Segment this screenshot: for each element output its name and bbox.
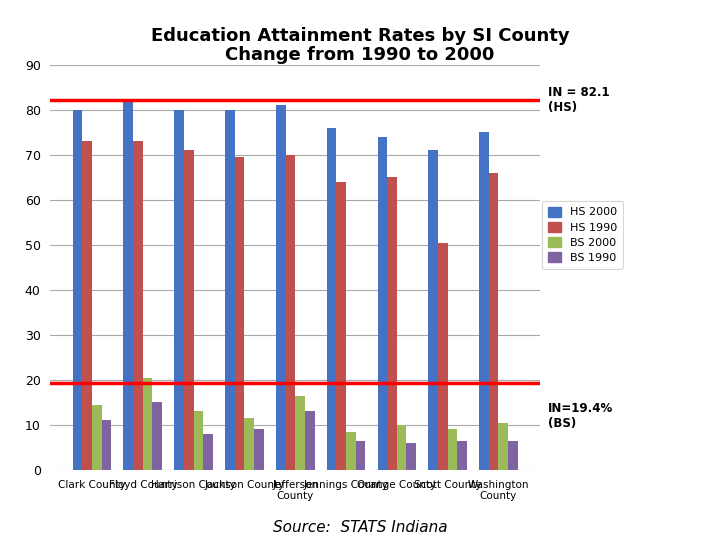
Bar	[377, 137, 387, 470]
Legend: HS 2000, HS 1990, BS 2000, BS 1990: HS 2000, HS 1990, BS 2000, BS 1990	[542, 201, 623, 269]
Bar	[448, 429, 457, 470]
Bar	[387, 177, 397, 470]
Bar	[153, 402, 162, 470]
Text: Source:  STATS Indiana: Source: STATS Indiana	[273, 519, 447, 535]
Bar	[327, 128, 336, 470]
Bar	[133, 141, 143, 470]
Bar	[428, 150, 438, 470]
Bar	[235, 157, 244, 470]
Bar	[498, 422, 508, 470]
Bar	[244, 418, 254, 470]
Bar	[305, 411, 315, 470]
Bar	[174, 110, 184, 470]
Text: IN = 82.1
(HS): IN = 82.1 (HS)	[549, 86, 610, 114]
Bar	[479, 132, 489, 470]
Bar	[73, 110, 82, 470]
Bar	[397, 425, 407, 470]
Bar	[407, 443, 416, 470]
Text: IN=19.4%
(BS): IN=19.4% (BS)	[549, 402, 613, 430]
Bar	[102, 420, 112, 470]
Bar	[346, 431, 356, 470]
Bar	[92, 404, 102, 470]
Bar	[489, 173, 498, 470]
Bar	[457, 441, 467, 470]
Bar	[276, 105, 286, 470]
Bar	[194, 411, 203, 470]
Text: Change from 1990 to 2000: Change from 1990 to 2000	[225, 46, 495, 64]
Bar	[143, 377, 153, 470]
Bar	[203, 434, 213, 470]
Bar	[295, 395, 305, 470]
Text: Education Attainment Rates by SI County: Education Attainment Rates by SI County	[150, 27, 570, 45]
Bar	[438, 242, 448, 470]
Bar	[254, 429, 264, 470]
Bar	[123, 101, 133, 470]
Bar	[508, 441, 518, 470]
Bar	[225, 110, 235, 470]
Bar	[336, 182, 346, 470]
Bar	[356, 441, 365, 470]
Bar	[184, 150, 194, 470]
Bar	[82, 141, 92, 470]
Bar	[286, 155, 295, 470]
